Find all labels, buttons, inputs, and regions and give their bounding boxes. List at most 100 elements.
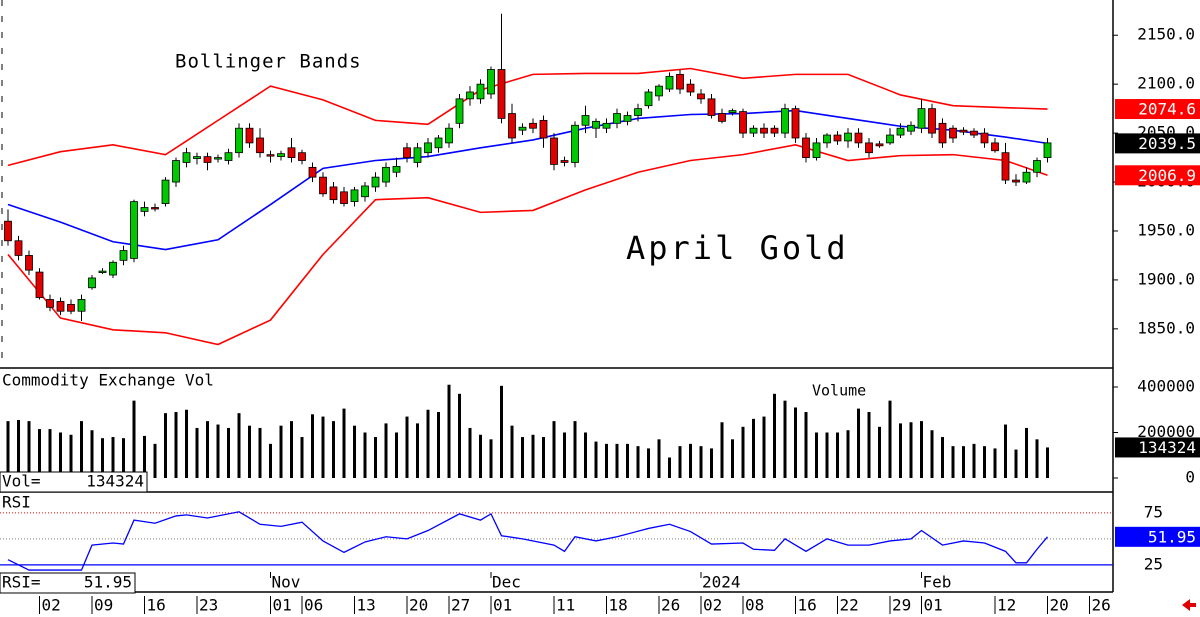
candle-body	[602, 122, 611, 129]
candle-body	[896, 127, 905, 136]
candle-body	[182, 152, 191, 163]
candle-body	[350, 189, 359, 203]
volume-bar	[794, 407, 798, 478]
month-label: Dec	[492, 573, 521, 592]
candle-body	[644, 91, 653, 107]
candle-body	[781, 108, 789, 134]
candle-body	[151, 207, 159, 210]
volume-bar	[605, 443, 609, 478]
month-label: Nov	[272, 573, 301, 592]
candle-body	[14, 240, 23, 256]
candle-body	[802, 137, 810, 158]
candle-body	[214, 157, 222, 160]
volume-bar	[1025, 427, 1029, 478]
volume-bar	[857, 408, 861, 478]
volume-bar	[594, 441, 598, 478]
candle-body	[949, 127, 957, 139]
volume-bar	[647, 448, 651, 478]
x-tick-label: 23	[199, 596, 218, 615]
candle-body	[224, 152, 233, 161]
candle-body	[938, 122, 947, 144]
readout-box	[0, 572, 136, 594]
x-tick-label: 13	[357, 596, 376, 615]
volume-bar	[447, 384, 451, 478]
volume-readout: 134324	[1138, 438, 1196, 457]
volume-bar	[59, 432, 63, 478]
candle-body	[833, 134, 842, 142]
candle-body	[865, 142, 873, 154]
volume-bar	[458, 393, 462, 478]
candle-body	[371, 176, 380, 188]
volume-bar	[363, 432, 367, 478]
scroll-arrow[interactable]	[1182, 599, 1196, 611]
x-tick-label: 12	[997, 596, 1016, 615]
candle-body	[581, 115, 590, 126]
bollinger-band	[7, 109, 1048, 251]
candle-body	[340, 191, 348, 204]
volume-bar	[920, 421, 924, 478]
panel-title: Commodity Exchange Vol	[2, 371, 214, 390]
candle-body	[760, 127, 768, 134]
volume-bar	[353, 425, 357, 478]
volume-bar	[384, 423, 388, 478]
candle-body	[686, 83, 695, 93]
volume-bar	[269, 443, 273, 478]
y-tick-label: 400000	[1137, 376, 1195, 395]
x-tick-label: 29	[892, 596, 911, 615]
x-tick-label: 01	[924, 596, 943, 615]
candle-body	[434, 137, 443, 149]
candle-body	[592, 120, 600, 129]
volume-bar	[1046, 447, 1050, 478]
band-readout-box	[1115, 133, 1200, 154]
volume-bar	[111, 437, 115, 478]
volume-bar	[258, 427, 262, 478]
volume-bar	[48, 429, 52, 478]
candle-body	[718, 113, 726, 122]
band-readout-box	[1115, 165, 1200, 186]
x-tick-label: 06	[304, 596, 323, 615]
candle-body	[613, 113, 621, 124]
readout-label: RSI=	[2, 573, 41, 592]
volume-bar	[636, 446, 640, 478]
x-tick-label: 26	[1092, 596, 1111, 615]
candle-body	[245, 127, 254, 144]
candle-body	[487, 69, 495, 95]
x-tick-label: 11	[556, 596, 575, 615]
volume-bar	[279, 425, 283, 478]
volume-bar	[38, 429, 42, 478]
x-tick-label: 01	[273, 596, 292, 615]
x-tick-label: 20	[409, 596, 428, 615]
candle-body	[392, 165, 401, 173]
x-tick-label: 01	[493, 596, 512, 615]
volume-bar	[395, 432, 399, 478]
volume-bar	[825, 432, 829, 478]
candle-body	[539, 119, 548, 139]
volume-bar	[489, 439, 493, 478]
candle-body	[917, 108, 926, 129]
volume-bar	[237, 413, 241, 478]
volume-bar	[762, 416, 766, 478]
candle-body	[256, 137, 264, 154]
volume-bar	[153, 443, 157, 478]
candle-body	[739, 111, 747, 134]
candle-body	[844, 132, 852, 142]
candle-body	[980, 132, 989, 144]
volume-bar	[930, 430, 934, 478]
annotation: Bollinger Bands	[175, 51, 362, 73]
volume-bar	[804, 412, 808, 478]
candle-body	[518, 126, 527, 131]
volume-bar	[993, 448, 997, 478]
volume-bar	[752, 418, 756, 478]
volume-bar	[426, 409, 430, 478]
candle-body	[634, 108, 642, 116]
candle-body	[550, 137, 558, 165]
volume-bar	[143, 435, 147, 478]
candle-body	[35, 271, 44, 298]
candle-body	[308, 166, 317, 178]
volume-bar	[710, 448, 714, 478]
volume-bar	[888, 400, 892, 478]
month-label: Feb	[923, 573, 952, 592]
candle-body	[875, 143, 884, 147]
annotation: Volume	[812, 382, 866, 400]
